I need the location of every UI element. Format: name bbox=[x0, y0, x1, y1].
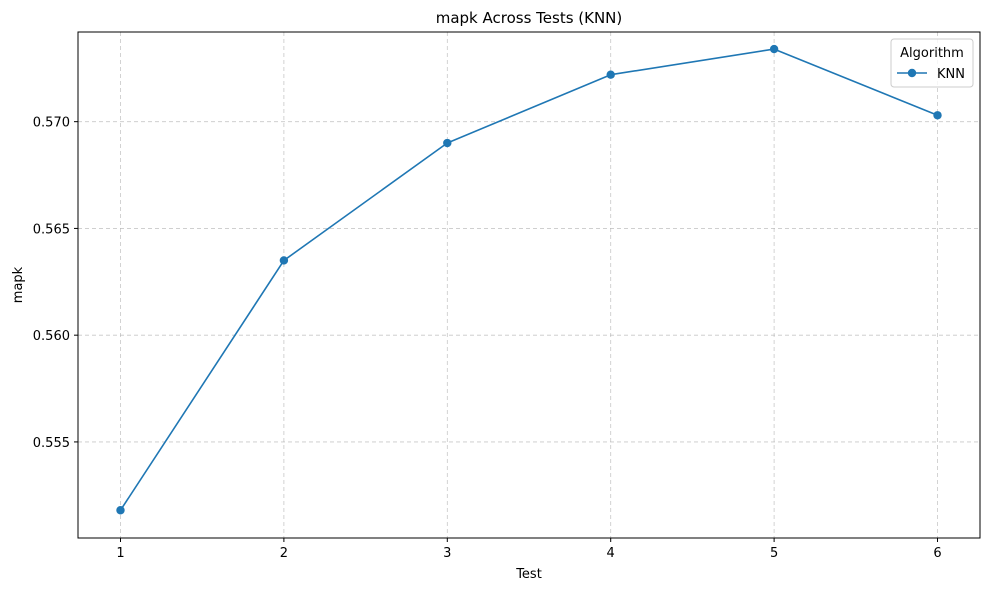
series-layer bbox=[116, 44, 942, 515]
y-axis-label: mapk bbox=[11, 266, 26, 303]
legend-label-knn: KNN bbox=[937, 67, 965, 82]
data-point-knn bbox=[606, 70, 615, 79]
data-point-knn bbox=[769, 44, 779, 54]
data-point-knn bbox=[279, 256, 289, 265]
y-tick-label: 0.560 bbox=[33, 329, 70, 344]
series-line-knn bbox=[119, 48, 938, 511]
data-point-knn bbox=[933, 111, 942, 120]
x-axis-label: Test bbox=[515, 567, 542, 582]
legend: Algorithm KNN bbox=[890, 38, 974, 88]
data-point-knn bbox=[443, 138, 452, 148]
plot-area-frame bbox=[77, 31, 981, 539]
x-tick-label: 1 bbox=[116, 546, 124, 561]
y-axis-ticks: 0.555 0.560 0.565 0.570 bbox=[33, 116, 78, 451]
y-tick-label: 0.555 bbox=[33, 436, 70, 451]
y-tick-label: 0.565 bbox=[33, 222, 70, 237]
x-tick-label: 2 bbox=[280, 546, 288, 561]
chart-title: mapk Across Tests (KNN) bbox=[436, 9, 623, 27]
y-tick-label: 0.570 bbox=[33, 116, 70, 131]
legend-marker-knn bbox=[907, 68, 917, 78]
data-point-knn bbox=[116, 506, 125, 515]
x-tick-label: 5 bbox=[770, 546, 778, 561]
x-axis-ticks: 1 2 3 4 5 6 bbox=[116, 538, 942, 561]
grid-lines bbox=[78, 32, 980, 538]
x-tick-label: 3 bbox=[443, 546, 451, 561]
x-tick-label: 6 bbox=[933, 546, 941, 561]
x-tick-label: 4 bbox=[607, 546, 615, 561]
legend-title: Algorithm bbox=[900, 46, 964, 61]
